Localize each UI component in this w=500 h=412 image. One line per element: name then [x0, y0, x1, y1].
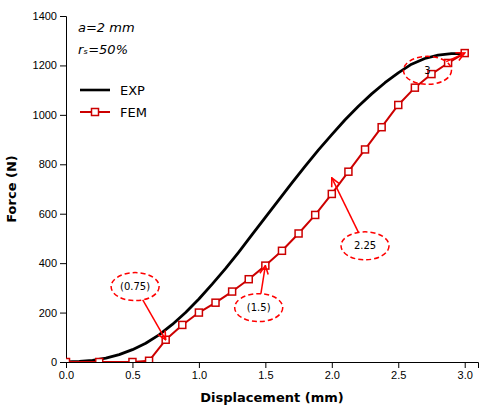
tick-label: 1400 [33, 10, 57, 22]
annotation-arrow [261, 266, 265, 294]
tick: 0 [51, 356, 66, 368]
tick-mark [60, 313, 66, 314]
plot-area: 0.0 0.5 1.0 1.5 2.0 2.5 3.0 0 200 400 600 800 1000 12… [33, 10, 479, 381]
point [146, 357, 153, 362]
tick-label: 1000 [33, 109, 57, 121]
tick-label: 0 [51, 356, 57, 368]
annotation-ellipse [235, 294, 283, 322]
tick: 800 [39, 158, 66, 170]
legend-swatch [80, 89, 110, 92]
tick-label: 1.0 [192, 369, 207, 381]
tick-mark [332, 362, 333, 368]
tick: 600 [39, 208, 66, 220]
legend-item: FEM [80, 105, 147, 120]
point [96, 359, 103, 363]
annotation-label: (0.75) [120, 281, 150, 292]
series-line [66, 54, 465, 362]
point [378, 124, 385, 131]
tick: 400 [39, 257, 66, 269]
y-axis: 0 200 400 600 800 1000 1200 1400 [33, 10, 67, 368]
point [229, 288, 236, 295]
annotation-label: (1.5) [247, 302, 271, 313]
annotations: a=2 mm rₛ=50% (0.75) (1.5) 2.25 3 [78, 20, 465, 340]
tick: 200 [39, 307, 66, 319]
note: rₛ=50% [78, 42, 128, 57]
tick-mark [132, 362, 133, 368]
tick-mark [398, 362, 399, 368]
legend-label: EXP [120, 83, 145, 98]
legend-label: FEM [120, 105, 147, 120]
tick: 1200 [33, 59, 66, 71]
tick: 1000 [33, 109, 66, 121]
tick-label: 800 [39, 158, 57, 170]
point [162, 336, 169, 343]
point [345, 168, 352, 175]
legend-item: EXP [80, 83, 145, 98]
tick-mark [265, 362, 266, 368]
annotation-ellipse [341, 232, 389, 260]
x-axis: 0.0 0.5 1.0 1.5 2.0 2.5 3.0 [59, 362, 479, 381]
point [66, 359, 70, 363]
point [245, 276, 252, 283]
y-axis-title: Force (N) [4, 155, 19, 223]
tick: 1.5 [258, 362, 273, 381]
tick-label: 200 [39, 307, 57, 319]
annotation-arrow [332, 178, 359, 233]
tick-mark [60, 115, 66, 116]
tick-mark [60, 362, 66, 363]
chart: 0.0 0.5 1.0 1.5 2.0 2.5 3.0 0 200 400 600 800 1000 12… [0, 0, 500, 412]
tick-mark [465, 362, 466, 368]
tick: 1400 [33, 10, 66, 22]
tick: 2.0 [325, 362, 340, 381]
marks [66, 50, 468, 362]
tick-mark [60, 164, 66, 165]
annotation-ellipse [403, 56, 451, 84]
point [195, 309, 202, 316]
tick-mark [60, 214, 66, 215]
point [129, 359, 136, 363]
tick-label: 3.0 [458, 369, 473, 381]
point [411, 84, 418, 91]
tick-label: 1200 [33, 59, 57, 71]
tick-label: 2.5 [391, 369, 406, 381]
tick-mark [60, 65, 66, 66]
point [179, 321, 186, 328]
annotation-ellipse [111, 273, 159, 301]
point [328, 190, 335, 197]
tick-label: 1.5 [258, 369, 273, 381]
point [312, 211, 319, 218]
tick: 1.0 [192, 362, 207, 381]
annotation-arrow [446, 53, 464, 62]
annotation-label: 2.25 [354, 240, 376, 251]
tick-label: 0.5 [125, 369, 140, 381]
tick-label: 2.0 [325, 369, 340, 381]
tick-label: 400 [39, 257, 57, 269]
tick: 0.5 [125, 362, 140, 381]
legend: EXP FEM [80, 83, 147, 120]
tick-mark [60, 16, 66, 17]
point [395, 101, 402, 108]
tick-mark [199, 362, 200, 368]
tick-label: 0.0 [59, 369, 74, 381]
point [362, 146, 369, 153]
tick-mark [60, 263, 66, 264]
tick: 2.5 [391, 362, 406, 381]
point [278, 247, 285, 254]
x-axis-title: Displacement (mm) [200, 390, 343, 405]
series-line [66, 53, 465, 362]
legend-marker [92, 109, 99, 116]
annotation-arrow [143, 300, 166, 340]
tick-label: 600 [39, 208, 57, 220]
x-axis-line [67, 363, 479, 369]
tick: 0.0 [59, 362, 74, 381]
y-axis-line [60, 17, 67, 363]
point [212, 299, 219, 306]
tick: 3.0 [458, 362, 473, 381]
annotation-label: 3 [424, 65, 430, 76]
point [295, 230, 302, 237]
note: a=2 mm [78, 20, 135, 35]
